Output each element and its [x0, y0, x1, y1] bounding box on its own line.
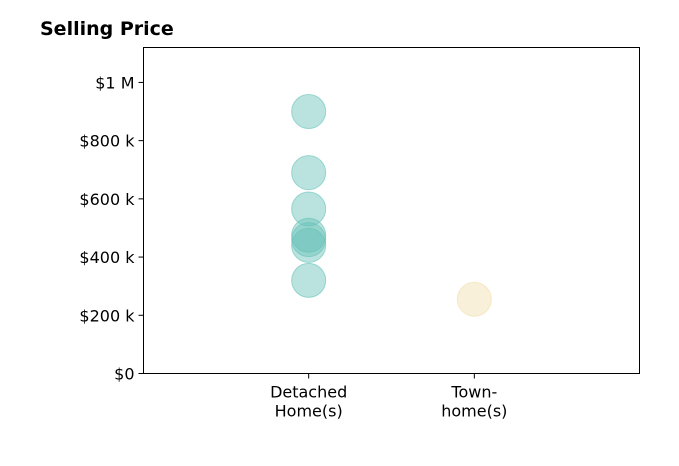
data-point — [291, 155, 327, 191]
y-tick-label: $200 k — [79, 306, 135, 325]
y-tick-label: $1 M — [95, 73, 134, 92]
data-point — [291, 191, 327, 227]
x-axis: Detached Home(s) Town-home(s) — [270, 373, 507, 421]
y-tick-label: $800 k — [79, 132, 135, 151]
data-point — [291, 227, 327, 263]
y-tick-label: $0 — [114, 365, 134, 384]
plot-frame — [143, 47, 640, 374]
y-tick-label: $600 k — [79, 190, 135, 209]
data-point — [456, 281, 492, 317]
y-tick-label: $400 k — [79, 248, 135, 267]
data-point — [291, 262, 327, 298]
x-tick-label: Detached Home(s) — [270, 383, 347, 421]
x-tick-label: Town-home(s) — [441, 383, 507, 421]
y-axis: $0 $200 k $400 k $600 k $800 k $1 M — [79, 73, 144, 384]
data-point — [291, 217, 327, 253]
chart-title: Selling Price — [40, 18, 174, 40]
data-point — [291, 94, 327, 130]
data-points — [291, 94, 492, 317]
